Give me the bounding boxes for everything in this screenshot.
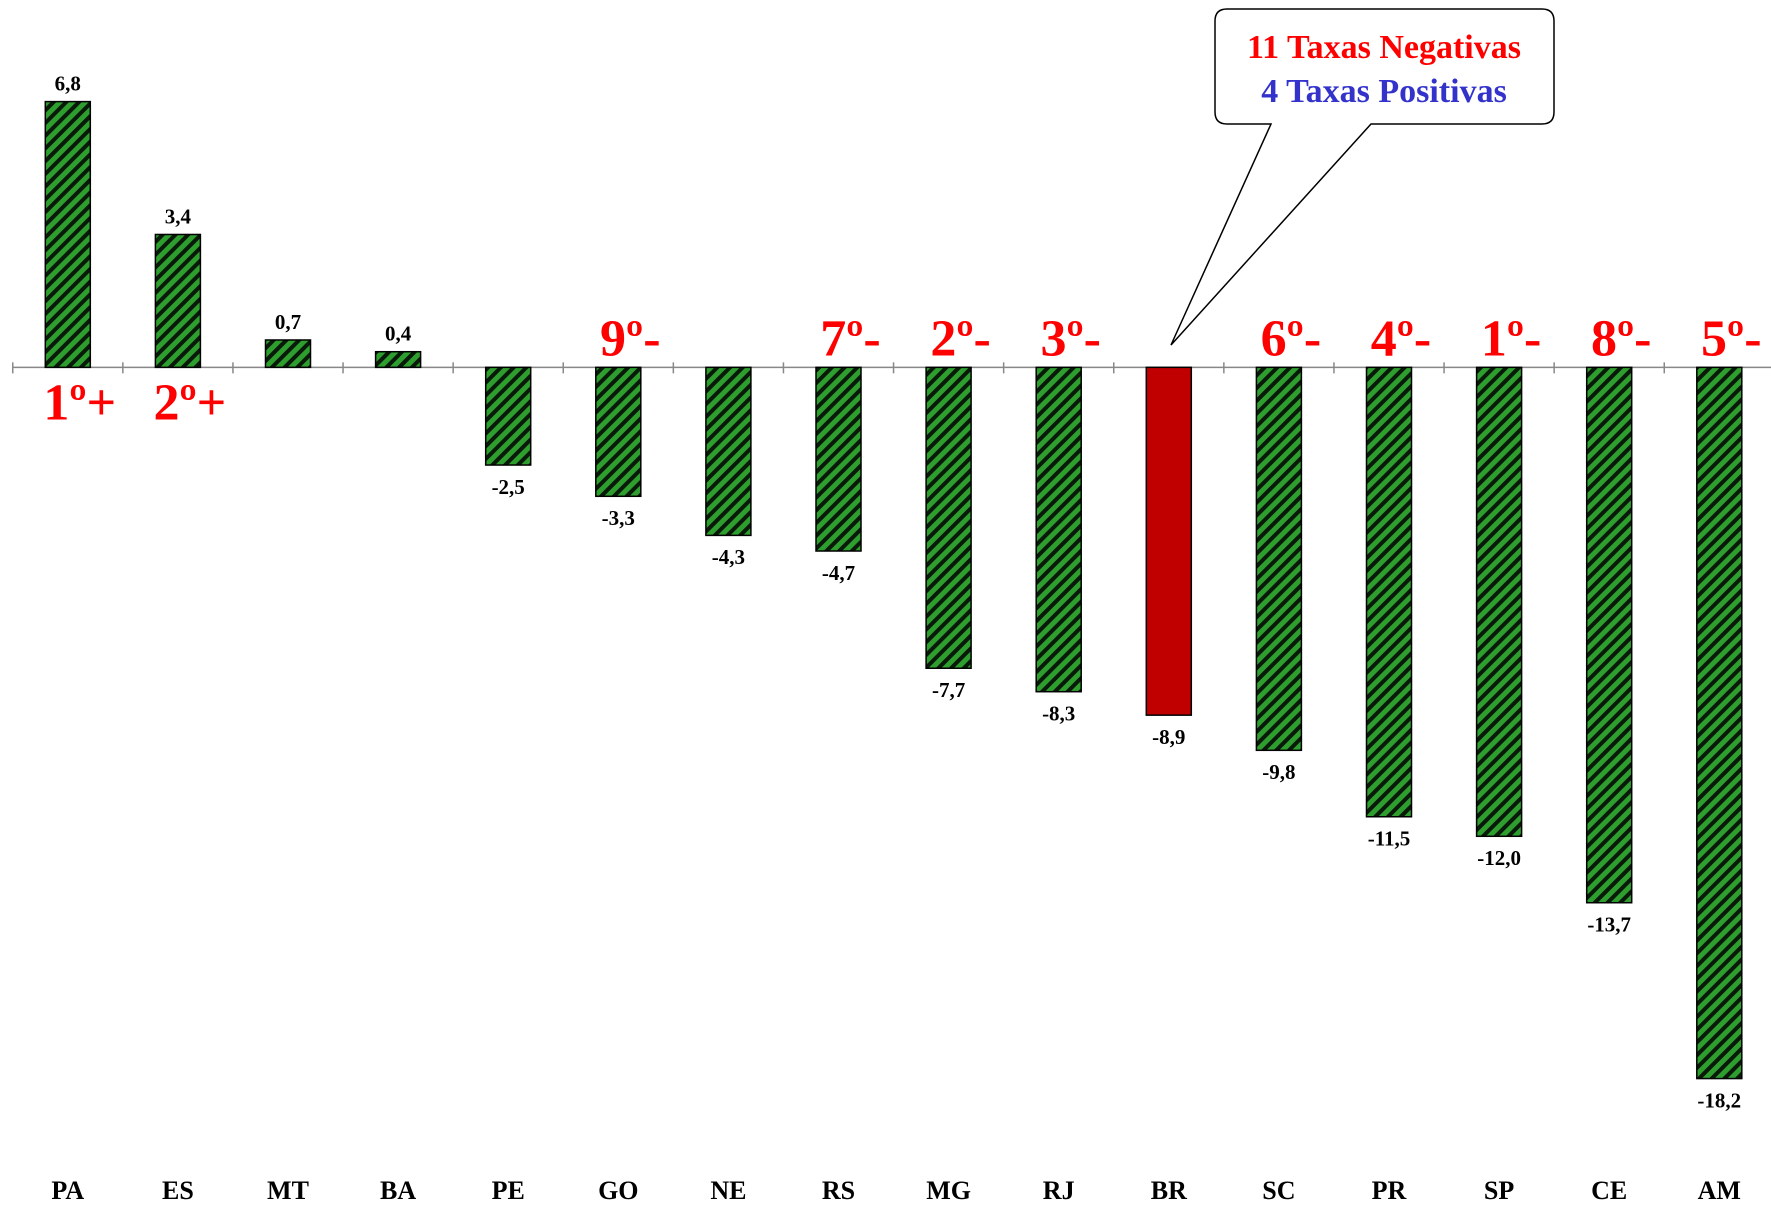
value-label: -3,3 (602, 506, 635, 530)
rank-label: 3º- (1040, 310, 1100, 367)
value-label: 3,4 (165, 204, 192, 228)
bar (1255, 366, 1303, 752)
rank-label: 1º+ (43, 374, 116, 431)
bar (1475, 366, 1523, 838)
x-tick-label: AM (1698, 1176, 1741, 1205)
bar (44, 100, 92, 369)
value-label: -13,7 (1587, 913, 1631, 937)
x-tick-label: ES (162, 1176, 194, 1205)
value-label: -9,8 (1262, 760, 1295, 784)
value-label: -8,9 (1152, 725, 1185, 749)
bar (925, 366, 972, 669)
value-label: -7,7 (932, 678, 965, 702)
x-tick-label: BR (1151, 1176, 1187, 1205)
rank-label: 7º- (820, 310, 880, 367)
value-label: -4,7 (822, 561, 855, 585)
x-tick-label: NE (710, 1176, 746, 1205)
value-label: -2,5 (492, 475, 525, 499)
bar (1145, 366, 1193, 716)
x-tick-label: RJ (1043, 1176, 1075, 1205)
rank-label: 2º- (930, 310, 990, 367)
callout-line2: 4 Taxas Positivas (1261, 73, 1507, 110)
x-tick-label: MG (926, 1176, 971, 1205)
bar (154, 233, 202, 369)
x-tick-label: MT (267, 1176, 309, 1205)
x-tick-label: SP (1484, 1176, 1514, 1205)
x-tick-label: BA (380, 1176, 416, 1205)
value-label: -18,2 (1697, 1088, 1741, 1112)
x-tick-label: GO (598, 1176, 638, 1205)
value-label: -4,3 (712, 545, 745, 569)
rank-label: 8º- (1591, 310, 1651, 367)
bar (264, 339, 312, 369)
value-label: 0,4 (385, 322, 412, 346)
bar (595, 366, 642, 498)
bar (1365, 366, 1413, 818)
bar (1035, 366, 1082, 693)
value-label: 0,7 (275, 310, 301, 334)
rank-label: 1º- (1481, 310, 1541, 367)
x-tick-label: PA (51, 1176, 84, 1205)
bar (374, 350, 422, 369)
rank-label: 4º- (1371, 310, 1431, 367)
value-label: 6,8 (55, 71, 81, 95)
bar (484, 366, 532, 466)
x-tick-label: CE (1591, 1176, 1627, 1205)
callout-box (1170, 8, 1555, 346)
bar (705, 366, 752, 537)
rank-label: 6º- (1261, 310, 1321, 367)
value-label: -12,0 (1477, 846, 1521, 870)
x-tick-label: SC (1262, 1176, 1295, 1205)
rank-label: 5º- (1701, 310, 1761, 367)
rank-label: 2º+ (154, 374, 227, 431)
value-label: -8,3 (1042, 702, 1075, 726)
rank-label: 9º- (600, 310, 660, 367)
x-tick-label: PR (1372, 1176, 1407, 1205)
x-tick-label: RS (822, 1176, 855, 1205)
bar (1585, 366, 1633, 904)
value-label: -11,5 (1368, 827, 1411, 851)
bar (815, 366, 862, 552)
callout-line1: 11 Taxas Negativas (1247, 29, 1521, 66)
x-tick-label: PE (492, 1176, 525, 1205)
bar (1696, 366, 1743, 1080)
